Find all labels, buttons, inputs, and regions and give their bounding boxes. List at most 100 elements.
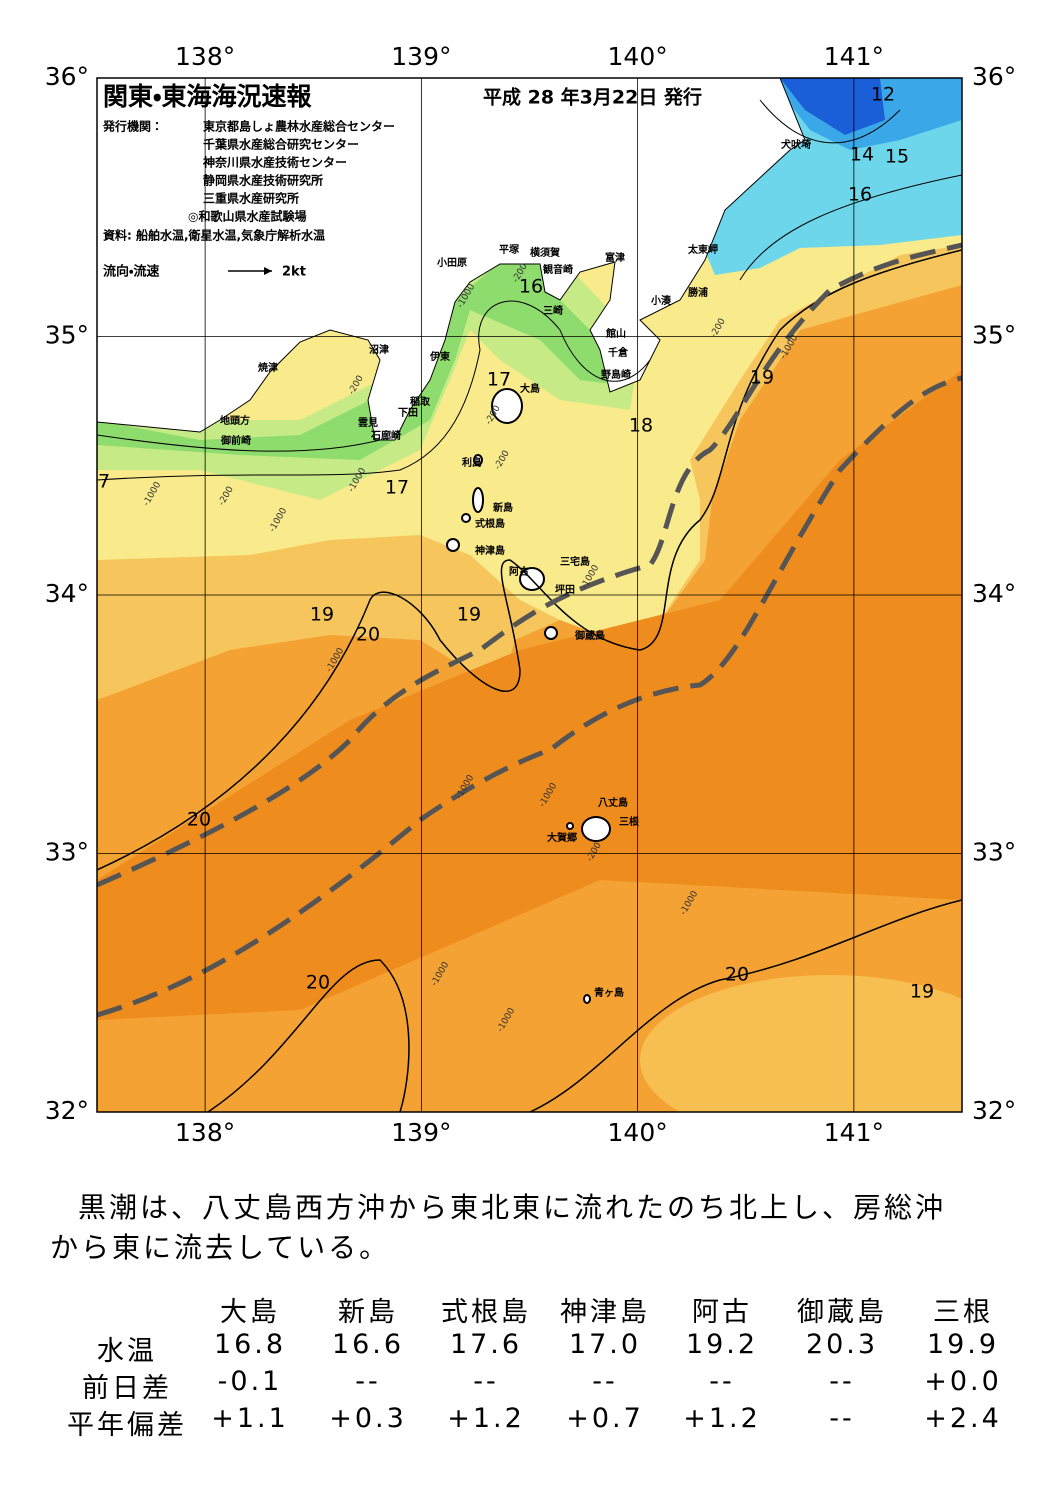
table-value: -- <box>829 1366 855 1397</box>
place-name: 稲取 <box>410 395 431 408</box>
place-name: 小田原 <box>436 256 467 269</box>
x-tick-label: 141° <box>824 42 884 71</box>
column-header: 阿古 <box>692 1297 752 1328</box>
y-tick-label: 33° <box>972 838 1016 867</box>
table-value: +0.0 <box>924 1366 1002 1397</box>
place-name: 館山 <box>605 327 626 340</box>
place-name: 御蔵島 <box>574 629 605 642</box>
column-header: 新島 <box>338 1297 398 1328</box>
place-name: 八丈島 <box>598 796 628 809</box>
contour-label: 17 <box>385 477 409 499</box>
x-tick-label: 139° <box>391 1118 451 1147</box>
isotherms <box>97 99 962 1112</box>
place-name: 雲見 <box>358 417 378 429</box>
summary-line: 黒潮は、八丈島西方沖から東北東に流れたのち北上し、房総沖 <box>78 1191 947 1224</box>
x-tick-label: 138° <box>175 1118 235 1147</box>
y-tick-label: 32° <box>45 1096 89 1125</box>
table-value: +1.1 <box>211 1403 289 1434</box>
contour-label: 20 <box>725 964 749 986</box>
table-value: 17.6 <box>449 1329 523 1360</box>
place-name: 御前崎 <box>220 434 251 447</box>
issue-date: 平成 28 年3月22日 発行 <box>483 86 702 109</box>
table-value: 17.0 <box>568 1329 642 1360</box>
y-tick-label: 33° <box>45 838 89 867</box>
place-name: 下田 <box>398 407 418 419</box>
place-name: 三根 <box>619 815 640 828</box>
issuer-label: 発行機関： <box>102 119 163 134</box>
table-value: -- <box>592 1366 618 1397</box>
column-header: 大島 <box>220 1297 280 1328</box>
table-value: 19.9 <box>926 1329 1000 1360</box>
place-name: 太東岬 <box>687 243 718 256</box>
place-name: 伊東 <box>429 350 450 363</box>
contour-label: 19 <box>457 604 481 626</box>
place-name: 地頭方 <box>220 414 250 427</box>
current-scale: 2kt <box>282 265 306 280</box>
issuer: 東京都島しょ農林水産総合センター <box>203 119 395 134</box>
contour-label: 16 <box>519 276 543 298</box>
place-name: 小湊 <box>650 294 672 307</box>
contour-label: 16 <box>848 184 872 206</box>
summary-line: から東に流去している。 <box>50 1231 391 1264</box>
place-name: 石廊崎 <box>370 429 401 442</box>
x-tick-label: 140° <box>608 42 668 71</box>
column-header: 神津島 <box>560 1297 650 1328</box>
row-label: 水温 <box>97 1336 157 1367</box>
issuer: ◎和歌山県水産試験場 <box>188 209 306 224</box>
place-name: 沼津 <box>369 343 389 356</box>
x-tick-label: 140° <box>608 1118 668 1147</box>
table-value: 16.6 <box>331 1329 405 1360</box>
contour-label: 20 <box>187 809 211 831</box>
contour-label: 20 <box>356 624 380 646</box>
place-name: 神津島 <box>474 544 505 557</box>
place-name: 平塚 <box>499 243 520 256</box>
table-value: -- <box>355 1366 381 1397</box>
contour-label: 12 <box>871 84 895 106</box>
table-value: -- <box>709 1366 735 1397</box>
y-tick-label: 35° <box>45 321 89 350</box>
table-value: 19.2 <box>685 1329 759 1360</box>
issuer: 神奈川県水産技術センター <box>202 155 347 170</box>
map-frame <box>96 77 963 1113</box>
current-legend: 流向・流速 <box>103 264 159 280</box>
table-value: -- <box>473 1366 499 1397</box>
place-name: 富津 <box>605 251 625 264</box>
map-title: 関東・東海海況速報 <box>103 82 313 111</box>
land <box>97 78 806 1004</box>
x-tick-label: 139° <box>391 42 451 71</box>
row-label: 前日差 <box>82 1373 172 1404</box>
table-value: +0.3 <box>329 1403 407 1434</box>
y-tick-label: 36° <box>45 62 89 91</box>
contour-label: 17 <box>487 369 511 391</box>
contour-label: 7 <box>98 471 110 493</box>
place-name: 大賀郷 <box>547 831 577 844</box>
contour-label: 15 <box>885 146 909 168</box>
issuers: 東京都島しょ農林水産総合センター千葉県水産総合研究センター神奈川県水産技術センタ… <box>188 119 395 224</box>
place-name: 大島 <box>520 382 540 395</box>
place-name: 阿古 <box>509 565 529 578</box>
y-tick-label: 34° <box>972 579 1016 608</box>
y-tick-label: 34° <box>45 579 89 608</box>
table-value: +1.2 <box>447 1403 525 1434</box>
y-tick-label: 35° <box>972 321 1016 350</box>
place-name: 横須賀 <box>530 246 560 259</box>
place-name: 坪田 <box>555 583 575 596</box>
column-header: 三根 <box>933 1297 993 1328</box>
place-name: 犬吠埼 <box>781 138 811 151</box>
place-name: 焼津 <box>258 361 278 374</box>
table-value: +2.4 <box>924 1403 1002 1434</box>
column-header: 式根島 <box>441 1297 531 1328</box>
kuroshio-axis <box>97 242 962 1018</box>
place-name: 千倉 <box>608 346 629 359</box>
contour-label: 19 <box>750 367 774 389</box>
place-name: 式根島 <box>475 517 505 530</box>
x-tick-label: 138° <box>175 42 235 71</box>
place-name: 新島 <box>492 501 513 514</box>
place-name: 利島 <box>462 456 482 469</box>
table-value: +1.2 <box>683 1403 761 1434</box>
x-tick-label: 141° <box>824 1118 884 1147</box>
sources: 資料: 船舶水温,衛星水温,気象庁解析水温 <box>103 228 325 243</box>
contour-label: 18 <box>629 415 653 437</box>
issuer: 三重県水産研究所 <box>203 191 299 206</box>
